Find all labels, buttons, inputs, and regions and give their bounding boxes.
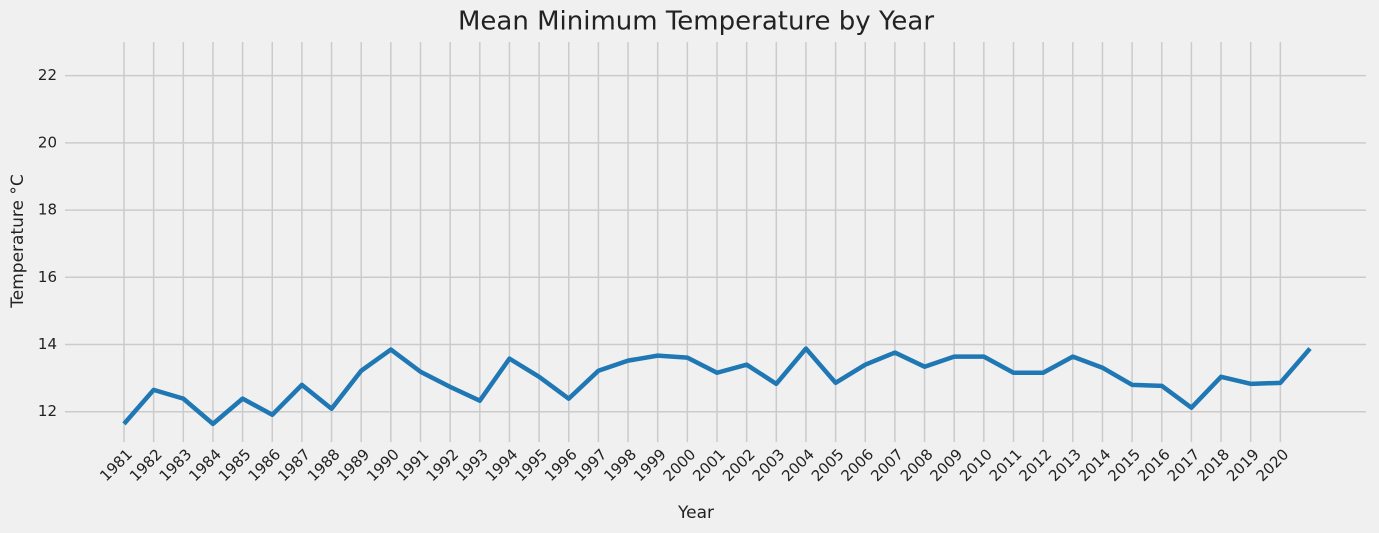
x-tick-label: 1989 <box>333 445 373 485</box>
x-tick-label: 1984 <box>185 445 225 485</box>
x-tick-label: 1997 <box>571 445 611 485</box>
x-tick-label: 1996 <box>541 445 581 485</box>
y-tick-label: 18 <box>38 201 57 219</box>
x-tick-label: 2020 <box>1253 445 1293 485</box>
y-tick-label: 22 <box>38 66 57 84</box>
x-tick-label: 2015 <box>1104 445 1144 485</box>
x-tick-label: 2009 <box>926 445 966 485</box>
x-tick-label: 1986 <box>245 445 285 485</box>
y-tick-label: 12 <box>38 402 57 420</box>
x-tick-label: 2018 <box>1193 445 1233 485</box>
x-tick-label: 2016 <box>1134 445 1174 485</box>
x-tick-label: 1995 <box>511 445 551 485</box>
x-tick-label: 2004 <box>778 445 818 485</box>
x-tick-label: 1982 <box>126 445 166 485</box>
x-tick-label: 2007 <box>867 445 907 485</box>
x-tick-label: 1983 <box>156 445 196 485</box>
x-tick-label: 2019 <box>1223 445 1263 485</box>
x-tick-label: 1990 <box>363 445 403 485</box>
x-tick-label: 2000 <box>660 445 700 485</box>
data-line <box>122 346 1312 427</box>
x-tick-label: 1991 <box>393 445 433 485</box>
x-tick-label: 1993 <box>452 445 492 485</box>
y-tick-label: 20 <box>38 133 57 151</box>
x-tick-label: 2013 <box>1045 445 1085 485</box>
x-tick-label: 2001 <box>689 445 729 485</box>
y-tick-label: 16 <box>38 268 57 286</box>
x-tick-label: 2012 <box>1015 445 1055 485</box>
x-tick-label: 1994 <box>482 445 522 485</box>
x-tick-label: 1987 <box>274 445 314 485</box>
chart-title: Mean Minimum Temperature by Year <box>458 7 934 37</box>
x-tick-label: 2010 <box>956 445 996 485</box>
x-tick-label: 2014 <box>1075 445 1115 485</box>
x-tick-label: 2006 <box>838 445 878 485</box>
x-axis-label: Year <box>677 503 714 523</box>
x-tick-label: 1988 <box>304 445 344 485</box>
x-tick-label: 1992 <box>422 445 462 485</box>
x-tick-label: 1998 <box>600 445 640 485</box>
x-tick-label: 1999 <box>630 445 670 485</box>
y-tick-label: 14 <box>38 335 57 353</box>
x-tick-label: 2005 <box>808 445 848 485</box>
x-tick-label: 1981 <box>96 445 136 485</box>
x-tick-label: 2011 <box>986 445 1026 485</box>
x-tick-label: 2008 <box>897 445 937 485</box>
x-tick-label: 2017 <box>1164 445 1204 485</box>
x-tick-label: 2002 <box>719 445 759 485</box>
y-axis-label: Temperature °C <box>8 174 28 308</box>
x-tick-label: 1985 <box>215 445 255 485</box>
x-tick-label: 2003 <box>749 445 789 485</box>
